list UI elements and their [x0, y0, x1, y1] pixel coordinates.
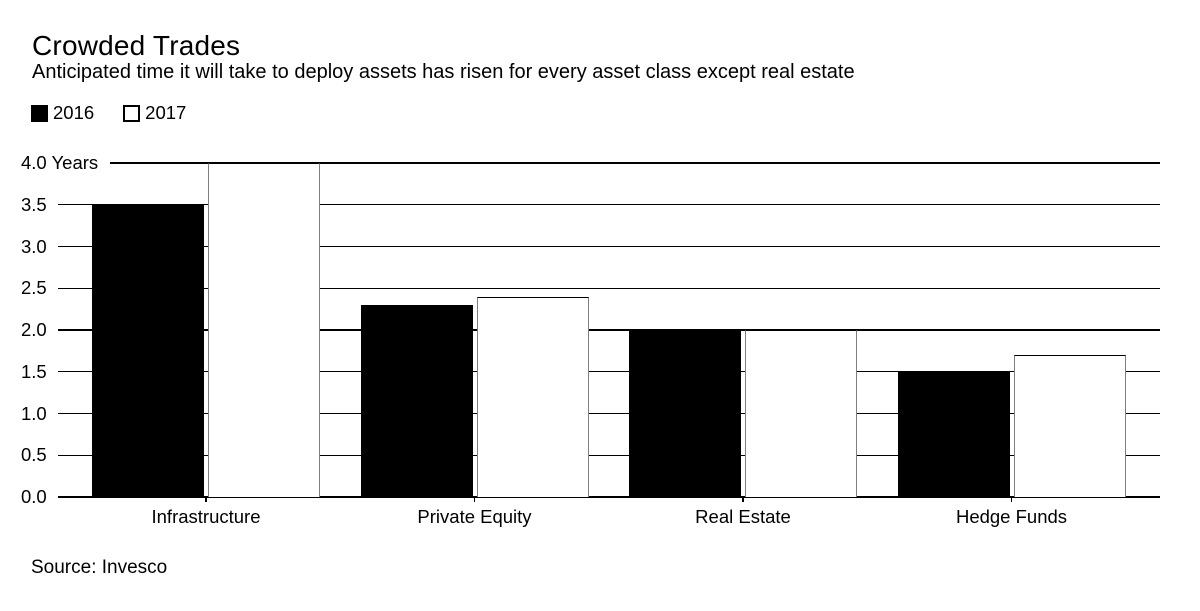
- bar-2016-real-estate: [629, 330, 741, 497]
- legend-item-2016: 2016: [31, 102, 94, 124]
- x-axis-line: [58, 496, 1160, 498]
- x-category-label-infrastructure: Infrastructure: [151, 506, 261, 527]
- bar-2017-infrastructure: [208, 163, 320, 497]
- gridline-1-5: [58, 371, 1160, 373]
- x-category-label-real-estate: Real Estate: [695, 506, 791, 527]
- legend-swatch-2017-icon: [123, 104, 141, 122]
- y-tick-label-2-5: 2.5: [21, 277, 47, 299]
- plot-area: [58, 162, 1160, 498]
- y-tick-label-4-0-years: 4.0 Years: [21, 152, 99, 173]
- legend-swatch-2016-icon: [31, 104, 48, 122]
- chart-title: Crowded Trades: [32, 30, 241, 61]
- x-tick-real-estate: [742, 497, 744, 502]
- bar-2016-private-equity: [360, 304, 473, 497]
- y-tick-label-0-5: 0.5: [21, 444, 47, 466]
- x-category-label-private-equity: Private Equity: [417, 506, 532, 527]
- chart-subtitle: Anticipated time it will take to deploy …: [32, 61, 855, 83]
- x-tick-infrastructure: [205, 497, 207, 502]
- gridline-0-5: [58, 454, 1160, 456]
- legend-item-2017: 2017: [123, 102, 186, 124]
- y-tick-label-0-0: 0.0: [21, 486, 47, 507]
- source-note: Source: Invesco: [31, 557, 168, 578]
- gridline-2-0: [58, 329, 1160, 331]
- gridline-2-5: [58, 287, 1160, 289]
- x-tick-hedge-funds: [1010, 497, 1013, 502]
- x-tick-private-equity: [473, 497, 476, 502]
- legend-label-2016: 2016: [53, 102, 95, 123]
- bar-2016-hedge-funds: [897, 371, 1010, 497]
- y-tick-label-1-0: 1.0: [21, 402, 47, 424]
- gridline-4-0-years: [110, 162, 1160, 164]
- gridline-3-0: [58, 245, 1160, 248]
- bar-2017-hedge-funds: [1013, 355, 1126, 497]
- y-tick-label-2-0: 2.0: [21, 319, 47, 340]
- bar-2016-infrastructure: [92, 204, 204, 497]
- y-tick-label-3-0: 3.0: [21, 235, 47, 257]
- gridline-3-5: [58, 204, 1160, 206]
- bar-2017-real-estate: [745, 330, 857, 497]
- y-tick-label-3-5: 3.5: [21, 193, 47, 215]
- legend-label-2017: 2017: [145, 102, 187, 123]
- y-tick-label-1-5: 1.5: [21, 360, 47, 382]
- x-category-label-hedge-funds: Hedge Funds: [955, 506, 1068, 527]
- chart-legend: 2016 2017: [31, 102, 186, 124]
- bar-2017-private-equity: [476, 296, 589, 497]
- gridline-1-0: [58, 412, 1160, 415]
